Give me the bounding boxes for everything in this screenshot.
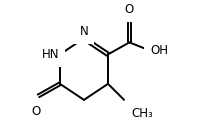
Text: CH₃: CH₃ [131, 107, 153, 120]
Text: OH: OH [150, 44, 168, 57]
Text: O: O [125, 3, 134, 16]
Text: N: N [80, 25, 88, 38]
Text: O: O [32, 105, 41, 118]
Text: HN: HN [42, 48, 59, 61]
